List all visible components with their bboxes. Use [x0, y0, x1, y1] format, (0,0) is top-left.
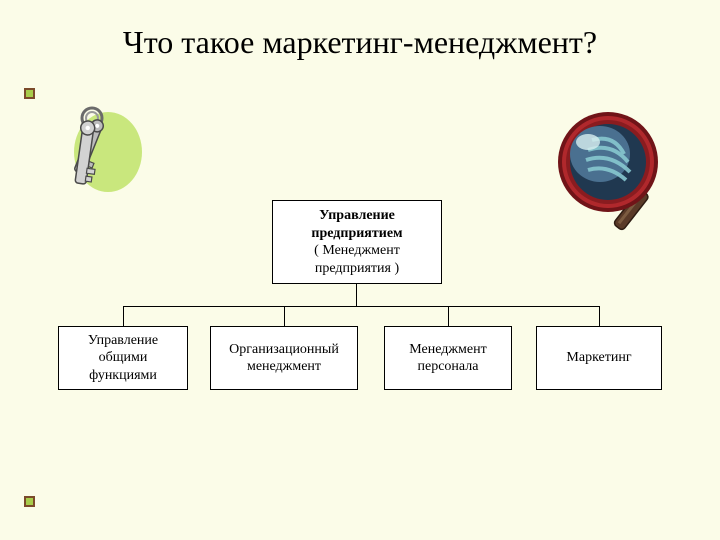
org-child-line: функциями	[63, 367, 183, 385]
org-child-box: Маркетинг	[536, 326, 662, 390]
org-child-line: Маркетинг	[541, 349, 657, 367]
org-child-box: Организационный менеджмент	[210, 326, 358, 390]
bullet-icon	[24, 88, 35, 99]
keys-icon	[58, 104, 148, 204]
org-child-line: Организационный	[215, 341, 353, 359]
org-root-line: предприятия )	[277, 260, 437, 278]
connector	[599, 306, 600, 326]
org-child-line: Менеджмент	[389, 341, 507, 359]
connector	[284, 306, 285, 326]
org-child-line: Управление	[63, 332, 183, 350]
connector	[123, 306, 124, 326]
org-root-line: Управление	[277, 207, 437, 225]
org-root-line: ( Менеджмент	[277, 242, 437, 260]
slide-title: Что такое маркетинг-менеджмент?	[0, 24, 720, 61]
magnifier-icon	[542, 104, 682, 234]
org-child-line: персонала	[389, 358, 507, 376]
connector	[123, 306, 599, 307]
org-child-line: общими	[63, 349, 183, 367]
bullet-icon	[24, 496, 35, 507]
slide: Что такое маркетинг-менеджмент?	[0, 0, 720, 540]
connector	[356, 284, 357, 306]
org-child-box: Управление общими функциями	[58, 326, 188, 390]
org-root-line: предприятием	[277, 225, 437, 243]
org-child-line: менеджмент	[215, 358, 353, 376]
org-root-box: Управление предприятием ( Менеджмент пре…	[272, 200, 442, 284]
org-child-box: Менеджмент персонала	[384, 326, 512, 390]
connector	[448, 306, 449, 326]
